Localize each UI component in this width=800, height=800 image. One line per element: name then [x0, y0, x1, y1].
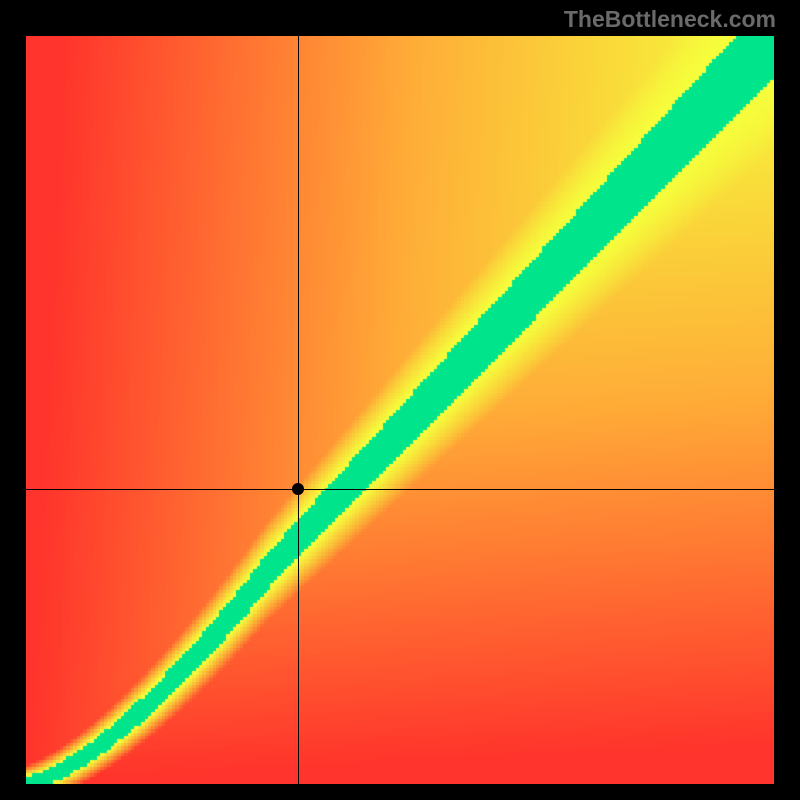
crosshair-horizontal [26, 489, 774, 490]
heatmap-canvas [26, 36, 774, 784]
heatmap-plot [26, 36, 774, 784]
marker-dot [292, 483, 304, 495]
chart-frame: TheBottleneck.com [0, 0, 800, 800]
watermark-text: TheBottleneck.com [564, 6, 776, 33]
crosshair-vertical [298, 36, 299, 784]
